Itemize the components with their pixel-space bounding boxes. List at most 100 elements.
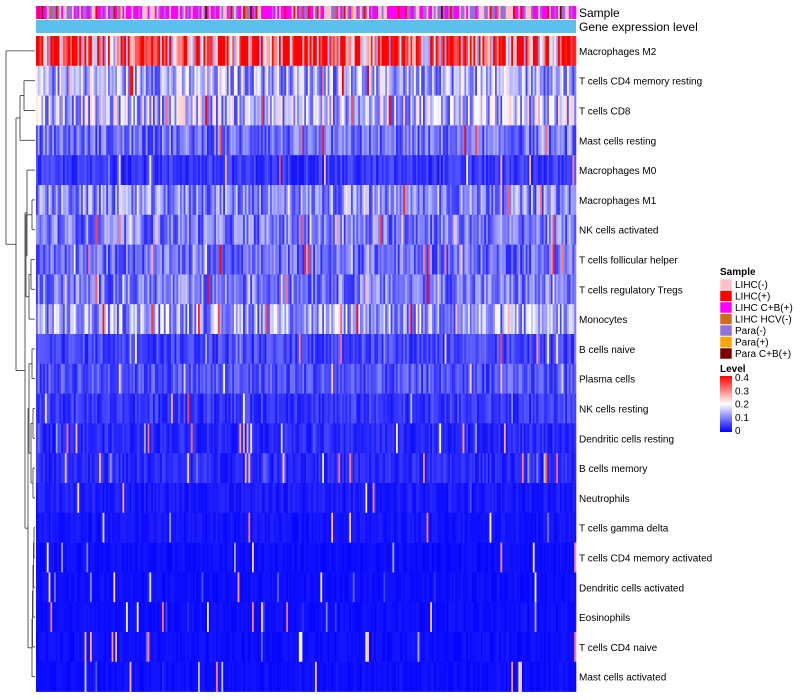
sample-cell [82,6,85,19]
heatmap-cell [162,185,165,216]
heatmap-cell [572,36,575,67]
heatmap-cell [111,393,114,424]
heatmap-cell [412,155,415,186]
heatmap-cell [122,304,125,335]
heatmap-cell [320,95,323,126]
heatmap-cell [495,125,498,156]
heatmap-cell [468,304,471,335]
heatmap-cell [522,453,525,484]
heatmap-cell [99,36,102,67]
heatmap-cell [270,185,273,216]
heatmap-cell [286,363,289,394]
heatmap-cell [460,393,463,424]
heatmap-cell [241,304,244,335]
heatmap-cell [480,423,483,454]
heatmap-cell [563,334,566,365]
heatmap-cell [117,274,120,305]
heatmap-cell [64,274,67,305]
heatmap-cell [556,185,559,216]
heatmap-cell [471,125,474,156]
heatmap-cell [255,65,258,96]
heatmap-cell [340,393,343,424]
heatmap-cell [550,125,553,156]
heatmap-cell [230,95,233,126]
heatmap-cell [372,155,375,186]
heatmap-cell [478,65,481,96]
heatmap-cell [88,304,91,335]
heatmap-cell [567,65,570,96]
heatmap-cell [421,214,424,245]
heatmap-cell [113,393,116,424]
heatmap-cell [324,244,327,275]
heatmap-cell [120,393,123,424]
heatmap-cell [187,244,190,275]
heatmap-cell [268,185,271,216]
heatmap-cell [426,334,429,365]
heatmap-cell [43,304,46,335]
heatmap-cell [360,65,363,96]
heatmap-cell [172,423,175,454]
heatmap-cell [540,334,543,365]
heatmap-cell [531,304,534,335]
heatmap-cell [228,363,231,394]
heatmap-cell [88,244,91,275]
heatmap-cell [118,423,121,454]
heatmap-cell [90,155,93,186]
heatmap-cell [108,334,111,365]
heatmap-cell [36,125,39,156]
heatmap-cell [243,423,246,454]
heatmap-cell [113,155,116,186]
heatmap-cell [502,214,505,245]
heatmap-cell [106,274,109,305]
heatmap-cell [378,65,381,96]
heatmap-cell [383,423,386,454]
heatmap-cell [406,423,409,454]
heatmap-cell [176,244,179,275]
heatmap-cell [331,393,334,424]
heatmap-cell [480,95,483,126]
heatmap-cell [343,155,346,186]
heatmap-cell [547,423,550,454]
sample-cell [199,6,202,19]
heatmap-cell [428,95,431,126]
heatmap-cell [405,244,408,275]
heatmap-cell [111,95,114,126]
heatmap-cell [102,334,105,365]
heatmap-cell [430,95,433,126]
heatmap-cell [228,95,231,126]
sample-cell [118,6,121,19]
heatmap-cell [135,214,138,245]
heatmap-cell [181,393,184,424]
heatmap-cell [97,36,100,67]
heatmap-cell [86,244,89,275]
sample-cell [198,6,201,19]
heatmap-cell [163,65,166,96]
heatmap-cell [363,423,366,454]
heatmap-cell [230,65,233,96]
heatmap-cell [572,304,575,335]
heatmap-cell [478,423,481,454]
heatmap-cell [455,125,458,156]
heatmap-cell [439,36,442,67]
heatmap-cell [534,363,537,394]
heatmap-cell [543,185,546,216]
heatmap-cell [153,36,156,67]
heatmap-cell [354,363,357,394]
heatmap-cell [327,65,330,96]
heatmap-cell [113,334,116,365]
heatmap-cell [39,453,42,484]
heatmap-cell [270,453,273,484]
heatmap-cell [264,95,267,126]
heatmap-cell [120,423,123,454]
heatmap-cell [419,185,422,216]
heatmap-cell [64,65,67,96]
heatmap-cell [100,393,103,424]
heatmap-cell [201,334,204,365]
heatmap-cell [253,65,256,96]
heatmap-cell [219,155,222,186]
heatmap-cell [462,244,465,275]
heatmap-cell [390,274,393,305]
heatmap-cell [410,155,413,186]
heatmap-cell [460,125,463,156]
heatmap-cell [527,95,530,126]
